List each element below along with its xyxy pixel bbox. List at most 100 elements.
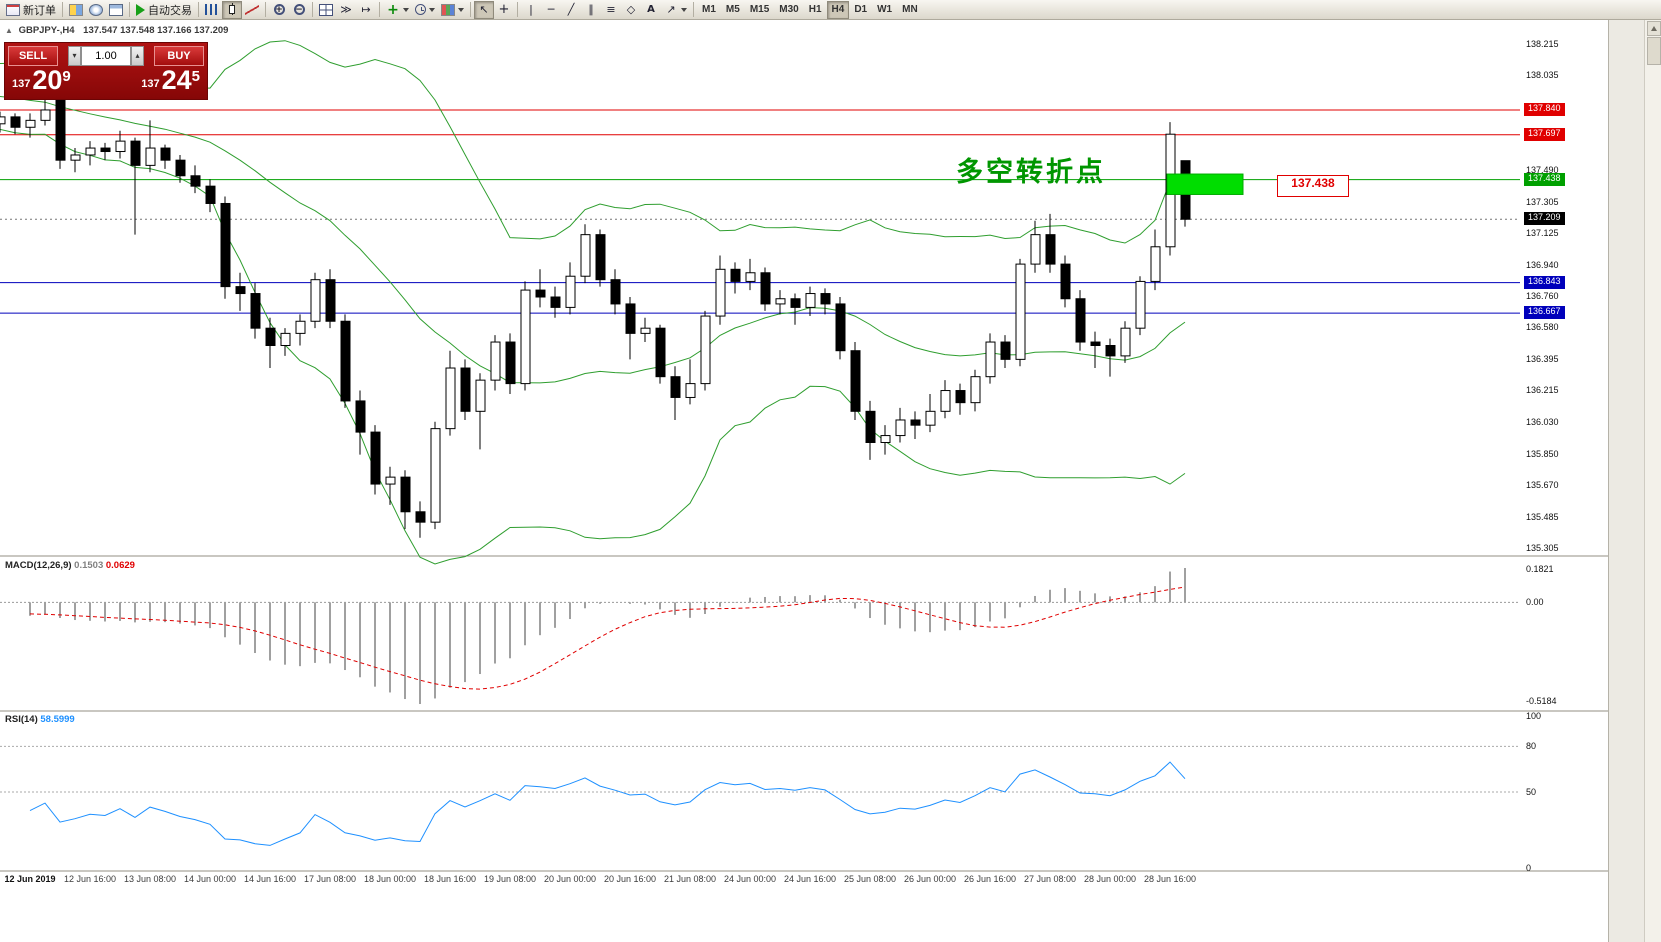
candlestick-chart-button[interactable] <box>222 0 242 19</box>
indicators-button[interactable] <box>383 1 412 19</box>
time-axis-label: 18 Jun 16:00 <box>423 874 477 884</box>
volume-input[interactable] <box>81 45 131 66</box>
chart-title: ▲ GBPJPY-,H4 137.547 137.548 137.166 137… <box>5 25 228 36</box>
timeframe-m15-button[interactable]: M15 <box>745 1 774 19</box>
time-axis-label: 28 Jun 16:00 <box>1143 874 1197 884</box>
price-axis-tick: 137.305 <box>1526 196 1559 207</box>
periods-button[interactable] <box>412 1 438 19</box>
data-window-button[interactable] <box>106 1 126 19</box>
auto-scroll-button[interactable] <box>336 1 356 19</box>
vertical-scrollbar[interactable] <box>1644 20 1661 942</box>
chart-shift-icon <box>359 4 373 16</box>
arrows-icon <box>664 4 678 16</box>
ask-price-prefix: 137 <box>141 78 160 90</box>
buy-button[interactable]: BUY <box>154 45 204 66</box>
time-axis-label: 24 Jun 16:00 <box>783 874 837 884</box>
scrollbar-thumb[interactable] <box>1647 37 1661 65</box>
ask-price-big-digits: 24 <box>161 65 192 95</box>
zoom-in-icon <box>273 4 285 15</box>
rsi-name: RSI(14) <box>5 714 38 725</box>
time-axis-label: 17 Jun 08:00 <box>303 874 357 884</box>
collapse-subwindow-icon[interactable]: ▲ <box>5 26 13 35</box>
new-order-button[interactable]: 新订单 <box>3 1 59 19</box>
time-axis-label: 27 Jun 08:00 <box>1023 874 1077 884</box>
periods-dropdown-icon[interactable] <box>429 7 435 12</box>
horizontal-line-button[interactable] <box>541 1 561 19</box>
macd-name: MACD(12,26,9) <box>5 560 72 571</box>
timeframe-h4-button[interactable]: H4 <box>826 0 850 19</box>
macd-axis-max: 0.1821 <box>1526 564 1554 574</box>
equidistant-channel-button[interactable] <box>581 1 601 19</box>
price-axis-tick: 135.485 <box>1526 511 1559 522</box>
line-chart-button[interactable] <box>242 1 262 19</box>
fibonacci-icon <box>604 4 618 16</box>
price-line-label: 137.697 <box>1524 127 1565 141</box>
crosshair-button[interactable] <box>494 1 514 19</box>
macd-indicator-label: MACD(12,26,9) 0.1503 0.0629 <box>5 560 135 571</box>
price-callout-label[interactable]: 137.438 <box>1277 175 1349 197</box>
time-axis-label: 20 Jun 16:00 <box>603 874 657 884</box>
shapes-button[interactable] <box>621 1 641 19</box>
vertical-line-button[interactable] <box>521 1 541 19</box>
time-axis-label: 28 Jun 00:00 <box>1083 874 1137 884</box>
timeframe-m1-button[interactable]: M1 <box>697 1 721 19</box>
time-axis-label: 24 Jun 00:00 <box>723 874 777 884</box>
bid-price: 137 20 9 <box>12 67 71 94</box>
timeframe-m30-button[interactable]: M30 <box>774 1 803 19</box>
sell-button[interactable]: SELL <box>8 45 58 66</box>
scroll-up-button[interactable] <box>1647 21 1661 36</box>
market-watch-button[interactable] <box>66 1 86 19</box>
cursor-button[interactable] <box>474 0 494 19</box>
time-axis-label: 12 Jun 2019 <box>4 874 56 884</box>
chart-canvas[interactable] <box>0 20 1661 942</box>
time-axis-label: 18 Jun 00:00 <box>363 874 417 884</box>
volume-down-button[interactable]: ▾ <box>68 45 81 66</box>
line-chart-icon <box>245 3 259 16</box>
bid-price-big-digits: 20 <box>32 65 63 95</box>
fibonacci-button[interactable] <box>601 1 621 19</box>
rsi-axis-label: 50 <box>1526 787 1537 797</box>
templates-dropdown-icon[interactable] <box>458 7 464 12</box>
one-click-trading-panel: SELL ▾ ▴ BUY 137 20 9 137 24 5 <box>4 42 208 100</box>
zoom-in-button[interactable] <box>269 1 289 19</box>
price-axis-tick: 135.670 <box>1526 479 1559 490</box>
timeframe-w1-button[interactable]: W1 <box>872 1 897 19</box>
toolbar-separator <box>62 2 63 17</box>
text-icon <box>644 4 658 16</box>
arrows-dropdown-icon[interactable] <box>681 7 687 12</box>
rsi-axis-label: 80 <box>1526 741 1537 752</box>
toolbar-separator <box>379 2 380 17</box>
tile-windows-icon <box>319 3 333 16</box>
rsi-indicator-label: RSI(14) 58.5999 <box>5 714 75 725</box>
templates-button[interactable] <box>438 1 467 19</box>
macd-axis-zero: 0.00 <box>1526 597 1544 608</box>
zoom-out-button[interactable] <box>289 1 309 19</box>
timeframe-m5-button[interactable]: M5 <box>721 1 745 19</box>
volume-up-button[interactable]: ▴ <box>131 45 144 66</box>
timeframe-d1-button[interactable]: D1 <box>849 1 872 19</box>
chart-shift-button[interactable] <box>356 1 376 19</box>
timeframe-h1-button[interactable]: H1 <box>804 1 827 19</box>
zoom-out-icon <box>293 4 305 15</box>
indicators-dropdown-icon[interactable] <box>403 7 409 12</box>
price-axis-tick: 136.215 <box>1526 385 1559 396</box>
tile-windows-button[interactable] <box>316 1 336 19</box>
volume-control: ▾ ▴ <box>68 45 144 66</box>
autotrading-button[interactable]: 自动交易 <box>133 1 195 19</box>
price-axis-tick: 138.215 <box>1526 39 1559 49</box>
macd-axis-min: -0.5184 <box>1526 696 1557 706</box>
arrows-button[interactable] <box>661 1 690 19</box>
trendline-icon <box>564 4 578 16</box>
navigator-button[interactable] <box>86 1 106 19</box>
templates-icon <box>441 3 455 16</box>
horizontal-line-icon <box>544 4 558 16</box>
text-button[interactable] <box>641 1 661 19</box>
trendline-button[interactable] <box>561 1 581 19</box>
data-window-icon <box>109 3 123 16</box>
timeframe-mn-button[interactable]: MN <box>897 1 923 19</box>
price-axis-tick: 135.305 <box>1526 543 1559 553</box>
bar-chart-button[interactable] <box>202 1 222 19</box>
